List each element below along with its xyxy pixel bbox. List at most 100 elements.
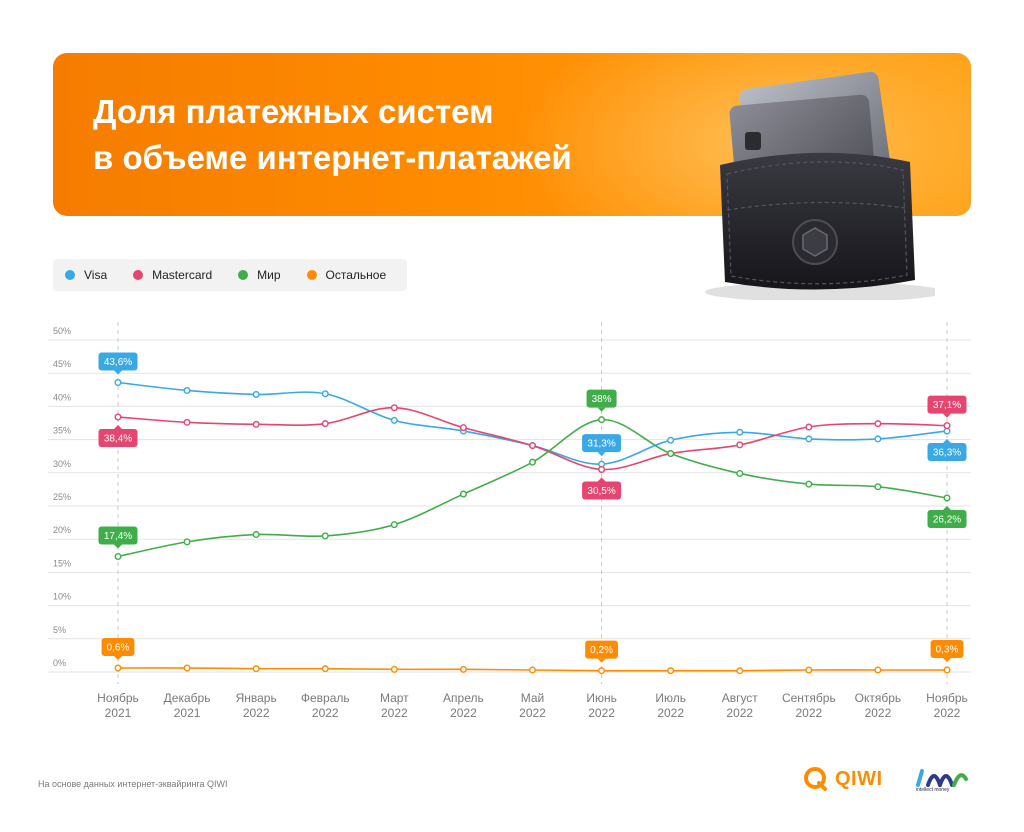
point-mir	[598, 416, 606, 424]
data-label: 0,3%	[936, 645, 959, 656]
point-mastercard	[874, 420, 882, 428]
data-label-bg	[927, 442, 967, 461]
point-other	[943, 666, 951, 674]
point-other	[805, 666, 813, 674]
data-label-bg	[582, 434, 622, 453]
data-label-bg	[98, 352, 138, 371]
qiwi-logo: QIWI	[803, 766, 883, 792]
point-other	[183, 664, 191, 672]
point-visa	[183, 386, 191, 394]
point-mastercard	[943, 422, 951, 430]
point-other	[529, 666, 537, 674]
point-mir	[390, 521, 398, 529]
point-other	[736, 667, 744, 675]
x-tick-label: Июль 2022	[655, 691, 686, 720]
data-label: 37,1%	[933, 400, 961, 411]
point-mir	[736, 469, 744, 477]
data-label: 38%	[592, 394, 612, 405]
data-label: 26,2%	[933, 515, 961, 526]
wallet-illustration	[705, 71, 935, 300]
point-mir	[874, 483, 882, 491]
data-label-pointer	[114, 544, 122, 549]
point-mir	[459, 490, 467, 498]
point-mastercard	[529, 442, 537, 450]
point-other	[667, 667, 675, 675]
legend-dot-visa	[65, 270, 75, 280]
page-title: Доля платежных систем в объеме интернет-…	[93, 89, 572, 181]
point-other	[252, 665, 260, 673]
point-visa	[114, 378, 122, 386]
point-visa	[252, 390, 260, 398]
data-label: 0,6%	[107, 643, 130, 654]
data-label-bg	[927, 510, 967, 529]
y-tick-label: 15%	[53, 558, 71, 568]
x-tick-label: Март 2022	[380, 691, 409, 720]
legend-item-other: Остальное	[306, 268, 387, 282]
intellect-money-icon	[916, 769, 968, 792]
data-label-pointer	[597, 407, 606, 412]
point-mastercard	[321, 420, 329, 428]
y-tick-label: 10%	[53, 592, 71, 602]
y-tick-label: 35%	[53, 426, 71, 436]
point-mastercard	[459, 424, 467, 432]
x-tick-label: Январь 2022	[236, 691, 277, 720]
point-mastercard	[183, 418, 191, 426]
data-label-bg	[586, 389, 617, 408]
qiwi-logo-icon	[804, 767, 827, 791]
point-other	[390, 665, 398, 673]
data-label-bg	[927, 395, 967, 414]
y-tick-label: 20%	[53, 525, 71, 535]
x-tick-label: Ноябрь 2021	[97, 691, 139, 720]
data-label-pointer	[114, 656, 122, 661]
data-label-pointer	[943, 506, 951, 511]
point-mir	[529, 458, 537, 466]
point-mir	[943, 494, 951, 502]
title-line-2: в объеме интернет-платажей	[93, 139, 572, 176]
intellect-money-text: intellect money	[916, 787, 950, 793]
x-tick-label: Апрель 2022	[443, 691, 484, 720]
intellect-money-logo: intellect money	[916, 765, 972, 801]
legend-dot-mastercard	[133, 270, 144, 280]
y-tick-label: 50%	[53, 326, 71, 336]
data-label: 43,6%	[104, 357, 132, 368]
point-mir	[667, 450, 675, 458]
legend-label-other: Остальное	[325, 268, 387, 282]
data-label-pointer	[943, 413, 951, 418]
y-tick-label: 45%	[53, 359, 71, 369]
point-mastercard	[114, 413, 122, 421]
data-label: 30,5%	[587, 486, 615, 497]
point-visa	[321, 390, 329, 398]
point-other	[874, 666, 882, 674]
point-mir	[183, 538, 191, 546]
data-label: 31,3%	[587, 439, 615, 450]
data-label-pointer	[943, 658, 951, 663]
point-visa	[736, 428, 744, 436]
data-label-pointer	[597, 477, 606, 482]
x-tick-label: Февраль 2022	[301, 691, 350, 720]
data-label-bg	[98, 526, 138, 545]
data-label-bg	[582, 481, 622, 500]
legend-label-visa: Visa	[84, 268, 108, 282]
legend-dot-other	[306, 270, 317, 280]
chart-legend: Visa Mastercard Мир Остальное	[53, 259, 407, 291]
point-mir	[252, 531, 260, 539]
point-mir	[114, 552, 122, 560]
point-visa	[874, 435, 882, 443]
data-label-pointer	[943, 438, 951, 443]
qiwi-logo-text: QIWI	[835, 767, 883, 790]
data-label-pointer	[597, 658, 606, 663]
data-label: 0,2%	[590, 645, 613, 656]
data-label: 38,4%	[104, 434, 132, 445]
data-label-pointer	[114, 425, 122, 430]
point-other	[114, 664, 122, 672]
title-line-1: Доля платежных систем	[93, 93, 494, 130]
y-tick-label: 5%	[53, 625, 66, 635]
data-label-pointer	[597, 452, 606, 457]
point-mastercard	[252, 420, 260, 428]
point-visa	[390, 416, 398, 424]
y-tick-label: 40%	[53, 392, 71, 402]
point-mir	[805, 480, 813, 488]
x-tick-label: Июнь 2022	[586, 691, 617, 720]
point-mastercard	[598, 465, 606, 473]
